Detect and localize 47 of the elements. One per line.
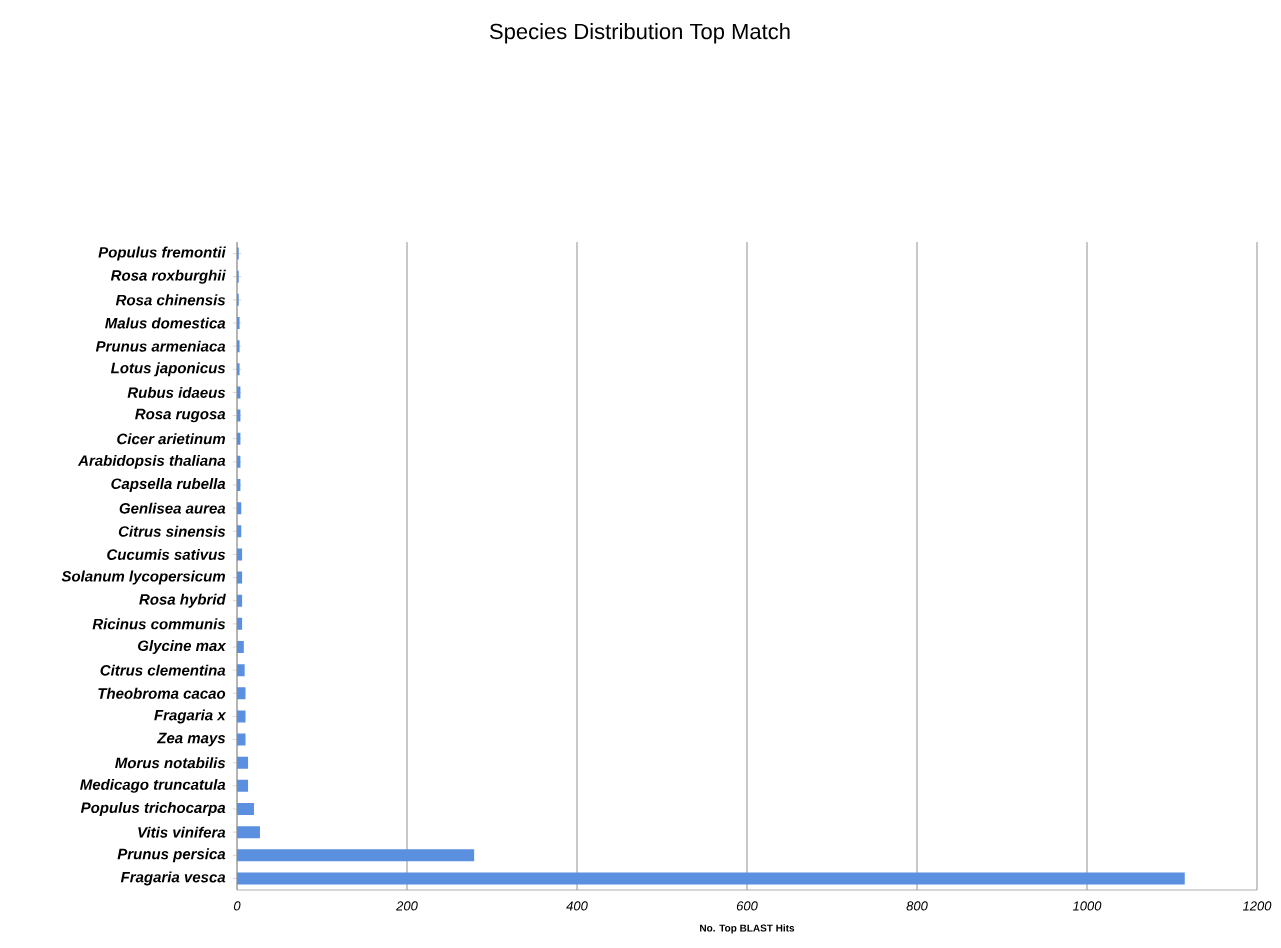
- x-tick-label: 600: [736, 901, 758, 911]
- y-tick-label: Populus fremontii: [98, 246, 226, 261]
- x-tick-label: 0: [233, 901, 241, 911]
- y-tick-label: Fragaria x: [154, 709, 227, 724]
- bar: [237, 849, 475, 862]
- bar: [237, 756, 249, 769]
- y-tick-label: Glycine max: [138, 640, 227, 654]
- y-tick-label: Cicer arietinum: [117, 433, 226, 445]
- x-tick-label: 1000: [1072, 901, 1102, 911]
- chart-title: Species Distribution Top Match: [490, 23, 790, 44]
- bar: [237, 779, 249, 792]
- x-axis-title: No. Top BLAST Hits: [700, 924, 795, 934]
- x-tick-label: 200: [396, 901, 418, 911]
- y-tick-label: Populus trichocarpa: [80, 802, 226, 816]
- y-tick-label: Rosa hybrid: [139, 593, 226, 608]
- bar: [237, 802, 255, 815]
- y-tick-label: Citrus clementina: [100, 664, 226, 676]
- y-tick-label: Theobroma cacao: [98, 687, 226, 699]
- bar: [237, 733, 246, 746]
- bar: [237, 687, 246, 700]
- y-tick-label: Genlisea aurea: [119, 502, 226, 514]
- y-tick-label: Rosa chinensis: [115, 294, 226, 306]
- y-tick-label: Cucumis sativus: [107, 548, 226, 560]
- x-tick-label: 400: [566, 901, 588, 911]
- bar: [237, 872, 1185, 885]
- y-tick-label: Medicago truncatula: [80, 778, 226, 793]
- y-tick-label: Prunus armeniaca: [95, 340, 226, 352]
- y-tick-label: Ricinus communis: [92, 618, 226, 630]
- y-tick-label: Zea mays: [156, 732, 226, 747]
- bar: [237, 710, 246, 723]
- y-tick-label: Capsella rubella: [111, 478, 226, 492]
- bar: [237, 664, 245, 677]
- y-tick-label: Lotus japonicus: [110, 362, 226, 377]
- x-tick-label: 800: [906, 901, 928, 911]
- y-tick-label: Arabidopsis thaliana: [77, 454, 226, 469]
- y-tick-label: Solanum lycopersicum: [61, 570, 226, 585]
- y-tick-label: Vitis vinifera: [138, 826, 226, 838]
- y-tick-label: Fragaria vesca: [120, 871, 226, 886]
- bar: [237, 826, 260, 839]
- y-tick-label: Prunus persica: [117, 848, 226, 863]
- y-tick-label: Morus notabilis: [115, 757, 226, 769]
- y-tick-label: Rosa rugosa: [135, 408, 226, 423]
- x-tick-label: 1200: [1242, 901, 1272, 911]
- y-tick-label: Rosa roxburghii: [110, 269, 226, 284]
- y-tick-label: Malus domestica: [105, 317, 226, 329]
- y-tick-label: Rubus idaeus: [127, 386, 226, 398]
- y-tick-label: Citrus sinensis: [118, 525, 226, 537]
